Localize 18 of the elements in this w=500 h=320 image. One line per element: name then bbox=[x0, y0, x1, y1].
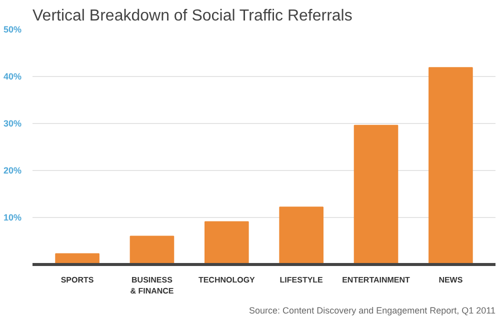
bar bbox=[279, 206, 324, 264]
y-tick-label: 50% bbox=[3, 24, 22, 34]
x-tick-label: NEWS bbox=[438, 276, 464, 284]
bar bbox=[204, 221, 249, 264]
x-tick-label: BUSINESS & FINANCE bbox=[130, 276, 174, 296]
y-tick-label: 30% bbox=[3, 118, 22, 128]
chart-title: Vertical Breakdown of Social Traffic Referrals bbox=[32, 8, 352, 24]
x-tick-label: ENTERTAINMENT bbox=[342, 276, 410, 284]
y-tick-label: 10% bbox=[3, 212, 22, 222]
bar bbox=[354, 124, 398, 264]
x-tick-label: SPORTS bbox=[60, 276, 94, 284]
y-tick-label: 20% bbox=[3, 166, 22, 176]
bar bbox=[130, 236, 174, 264]
bar bbox=[428, 67, 473, 264]
x-tick-label: TECHNOLOGY bbox=[198, 276, 256, 284]
x-tick-label: LIFESTYLE bbox=[280, 276, 324, 284]
y-tick-label: 40% bbox=[3, 72, 22, 82]
source-note: Source: Content Discovery and Engagement Report, Q1 2011 bbox=[249, 306, 496, 316]
